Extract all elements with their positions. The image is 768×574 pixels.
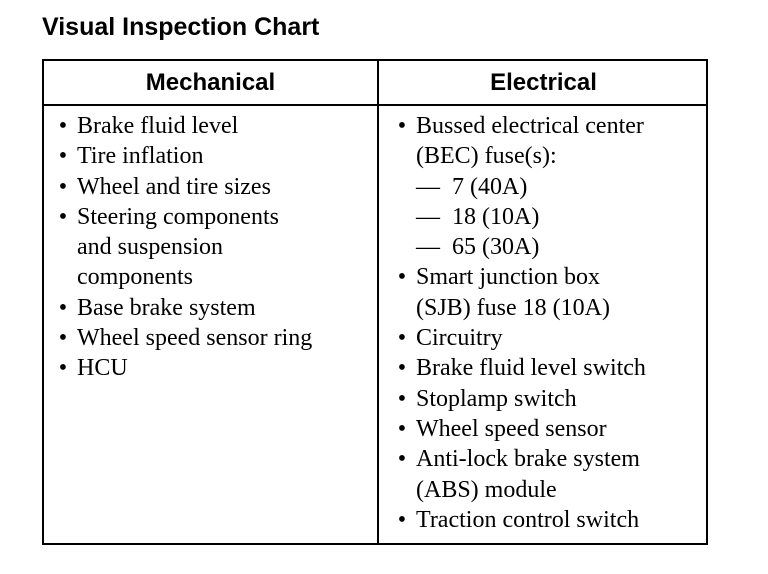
- sub-item-text: 65 (30A): [452, 234, 540, 261]
- list-item: • Tire inflation: [53, 141, 373, 171]
- list-item-text: (ABS) module: [416, 476, 557, 503]
- list-item-text: Anti-lock brake system: [416, 446, 640, 473]
- list-item: • Traction control switch: [392, 505, 702, 535]
- list-item: • Steering components and suspension compon…: [53, 202, 373, 293]
- mechanical-column: • Brake fluid level • Tire inflation • Wheel …: [53, 111, 373, 384]
- bullet-icon: •: [58, 113, 68, 139]
- bullet-icon: •: [397, 355, 407, 382]
- sub-item-text: 18 (10A): [452, 203, 540, 230]
- bullet-icon: •: [397, 506, 407, 533]
- sub-item-text: 7 (40A): [452, 173, 528, 200]
- bullet-icon: •: [397, 385, 407, 412]
- bullet-icon: •: [58, 173, 68, 200]
- table-header-row: Mechanical Electrical: [44, 61, 706, 106]
- list-item-text: Wheel and tire sizes: [77, 173, 271, 200]
- list-item-text: Brake fluid level: [77, 113, 239, 139]
- list-item: • Wheel and tire sizes: [53, 172, 373, 202]
- bullet-icon: •: [397, 113, 407, 139]
- bullet-icon: •: [58, 143, 68, 170]
- list-item-text: (BEC) fuse(s):: [416, 143, 557, 170]
- bullet-icon: •: [58, 294, 68, 321]
- sub-item: — 18 (10A): [416, 202, 702, 232]
- list-item-text: Stoplamp switch: [416, 385, 577, 412]
- list-item: • Base brake system: [53, 293, 373, 323]
- sub-item: — 7 (40A): [416, 172, 702, 202]
- header-mechanical: Mechanical: [145, 69, 276, 96]
- electrical-list: • Bussed electrical center (BEC) fuse(s): —…: [392, 111, 702, 535]
- bullet-icon: •: [397, 264, 407, 291]
- inspection-table: Mechanical Electrical • Brake fluid level…: [42, 59, 708, 545]
- bullet-icon: •: [397, 446, 407, 473]
- bullet-icon: •: [58, 203, 68, 230]
- list-item-text: Smart junction box: [416, 264, 600, 291]
- column-divider: [377, 61, 379, 543]
- list-item-text: Brake fluid level switch: [416, 355, 646, 382]
- list-item-text: Base brake system: [77, 294, 256, 321]
- list-item-text: Wheel speed sensor ring: [77, 325, 313, 352]
- list-item: • Wheel speed sensor ring: [53, 323, 373, 353]
- list-item: • Brake fluid level switch: [392, 353, 702, 383]
- list-item-text: Traction control switch: [416, 506, 640, 533]
- list-item: • Brake fluid level: [53, 111, 373, 141]
- list-item-text: components: [77, 264, 193, 291]
- mechanical-list: • Brake fluid level • Tire inflation • Wheel …: [53, 111, 373, 384]
- list-item-text: HCU: [77, 355, 128, 382]
- list-item: • Stoplamp switch: [392, 384, 702, 414]
- list-item: • Wheel speed sensor: [392, 414, 702, 444]
- dash-icon: —: [416, 203, 440, 230]
- list-item-text: Steering components: [77, 203, 279, 230]
- bullet-icon: •: [397, 325, 407, 352]
- header-electrical: Electrical: [490, 69, 597, 96]
- list-item: • Circuitry: [392, 323, 702, 353]
- list-item: • Anti-lock brake system (ABS) module: [392, 444, 702, 505]
- list-item-text: Bussed electrical center: [416, 113, 644, 139]
- list-item: • HCU: [53, 353, 373, 383]
- bullet-icon: •: [58, 325, 68, 352]
- list-item-text: Circuitry: [416, 325, 503, 352]
- list-item: • Bussed electrical center (BEC) fuse(s): —…: [392, 111, 702, 262]
- list-item-text: and suspension: [77, 234, 223, 261]
- electrical-column: • Bussed electrical center (BEC) fuse(s): —…: [392, 111, 702, 535]
- dash-icon: —: [416, 234, 440, 261]
- list-item: • Smart junction box (SJB) fuse 18 (10A): [392, 262, 702, 323]
- page-title: Visual Inspection Chart: [42, 13, 320, 41]
- list-item-text: (SJB) fuse 18 (10A): [416, 294, 610, 321]
- list-item-text: Tire inflation: [77, 143, 204, 170]
- sub-item: — 65 (30A): [416, 232, 702, 262]
- dash-icon: —: [416, 173, 440, 200]
- bullet-icon: •: [397, 415, 407, 442]
- list-item-text: Wheel speed sensor: [416, 415, 607, 442]
- bullet-icon: •: [58, 355, 68, 382]
